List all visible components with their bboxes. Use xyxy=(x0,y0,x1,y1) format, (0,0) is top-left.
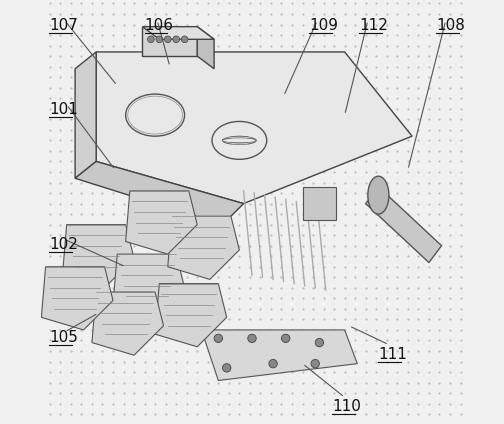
Polygon shape xyxy=(143,27,197,56)
Polygon shape xyxy=(41,267,113,330)
Polygon shape xyxy=(143,27,214,39)
Circle shape xyxy=(181,36,188,43)
Polygon shape xyxy=(92,292,163,355)
Polygon shape xyxy=(75,162,243,225)
Text: 105: 105 xyxy=(49,330,78,345)
Circle shape xyxy=(214,334,222,343)
Polygon shape xyxy=(96,52,412,204)
Text: 106: 106 xyxy=(145,18,173,33)
Text: 110: 110 xyxy=(332,399,361,414)
Polygon shape xyxy=(197,27,214,69)
Polygon shape xyxy=(302,187,336,220)
Text: 107: 107 xyxy=(49,18,78,33)
Text: 109: 109 xyxy=(309,18,338,33)
Polygon shape xyxy=(168,216,239,279)
Circle shape xyxy=(282,334,290,343)
Polygon shape xyxy=(113,254,184,317)
Circle shape xyxy=(222,364,231,372)
Polygon shape xyxy=(62,225,134,288)
Circle shape xyxy=(164,36,171,43)
Circle shape xyxy=(156,36,163,43)
Text: 102: 102 xyxy=(49,237,78,252)
Polygon shape xyxy=(125,191,197,254)
Text: 108: 108 xyxy=(436,18,465,33)
Text: 101: 101 xyxy=(49,103,78,117)
Circle shape xyxy=(148,36,154,43)
Circle shape xyxy=(248,334,256,343)
Circle shape xyxy=(315,338,324,347)
Text: 111: 111 xyxy=(379,347,407,362)
Circle shape xyxy=(311,360,320,368)
Ellipse shape xyxy=(368,176,389,214)
Polygon shape xyxy=(155,284,227,347)
Polygon shape xyxy=(75,52,96,179)
Circle shape xyxy=(269,360,277,368)
Polygon shape xyxy=(366,187,442,262)
Circle shape xyxy=(173,36,179,43)
Text: 112: 112 xyxy=(359,18,388,33)
Polygon shape xyxy=(202,330,357,380)
